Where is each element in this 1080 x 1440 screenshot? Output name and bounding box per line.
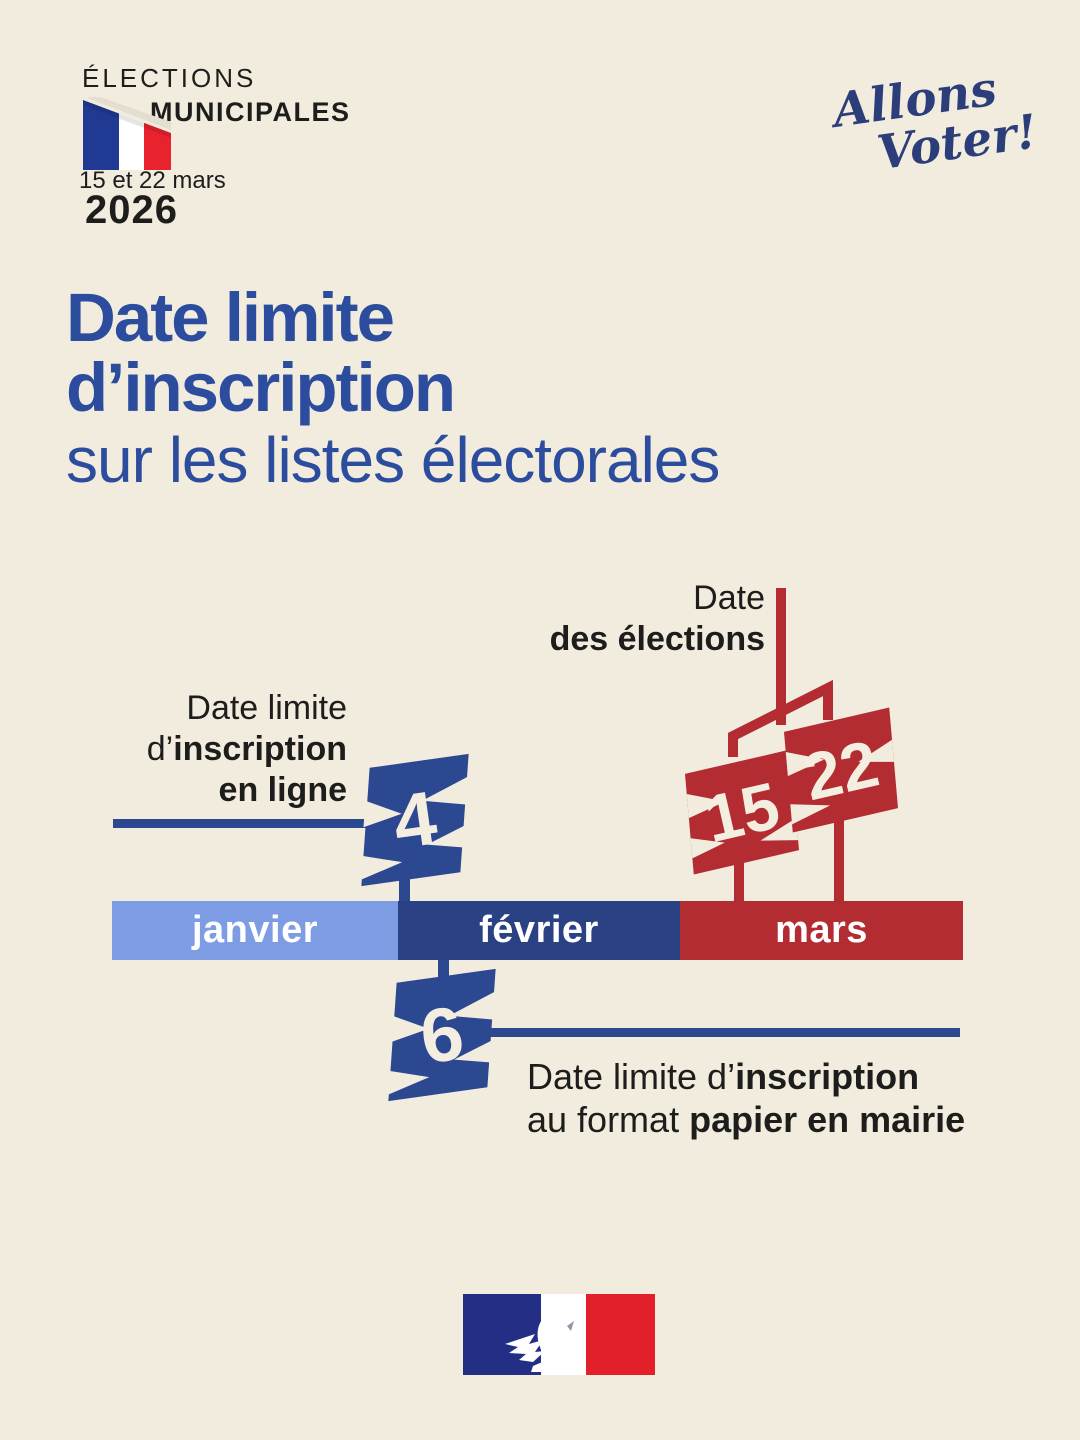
paper-deadline-line1-bold: inscription [735,1056,920,1097]
month-segment-mars: mars [680,901,963,960]
month-segment-janvier: janvier [112,901,398,960]
stamp-day-22-number: 22 [797,726,885,815]
stamp15-stem [734,848,744,904]
timeline-month-bar: janvier février mars [112,901,963,960]
month-label-mars: mars [775,909,868,951]
online-deadline-line2-bold: inscription [173,730,347,768]
title-line2: d’inscription [66,349,456,426]
french-flag-ribbon-icon [83,97,171,170]
paper-deadline-line1: Date limite d’inscription [527,1055,965,1098]
title-line1: Date limite [66,279,395,356]
paper-deadline-line2-bold: papier en mairie [689,1099,966,1140]
paper-deadline-label: Date limite d’inscription au format papi… [527,1055,965,1141]
online-deadline-label: Date limite d’inscription en ligne [147,688,347,811]
brand-election-dates: 15 et 22 mars [79,167,226,194]
brand-municipales-text: MUNICIPALES [150,97,351,127]
page-title: Date limite d’inscription sur les listes… [66,279,720,496]
month-label-janvier: janvier [191,909,319,951]
stamp4-stem [399,866,410,904]
paper-deadline-line2-prefix: au format [527,1099,690,1140]
elections-pointer-bracket [728,588,833,757]
stamp22-stem [834,812,844,904]
elections-date-label: Date des élections [550,578,765,660]
stamp-day-4: 4 [359,753,470,887]
marianne-logo [463,1294,655,1375]
elections-date-label-line2: des élections [549,620,765,658]
stamp-day-6: 6 [386,968,497,1102]
paper-deadline-line1-prefix: Date limite d’ [527,1056,736,1097]
paper-connector-line [470,1028,960,1037]
online-deadline-line3: en ligne [218,771,347,809]
elections-date-label-line1: Date [693,579,765,617]
brand-election-year: 2026 [85,188,178,232]
month-segment-fevrier: février [398,901,680,960]
online-deadline-line2-prefix: d’ [146,730,174,768]
paper-deadline-line2: au format papier en mairie [527,1098,965,1141]
brand-elections-text: ÉLECTIONS [82,63,257,93]
title-line3: sur les listes électorales [66,424,720,496]
stamp-day-15-number: 15 [698,768,786,857]
online-connector-line [113,819,403,828]
online-deadline-line2: d’inscription [147,729,347,770]
online-deadline-line1: Date limite [186,689,347,727]
stamp-day-15: 15 [684,749,800,875]
allons-voter-slogan: Allons Voter! [830,61,1041,184]
month-label-fevrier: février [479,909,599,951]
stamp-day-22: 22 [783,707,899,833]
